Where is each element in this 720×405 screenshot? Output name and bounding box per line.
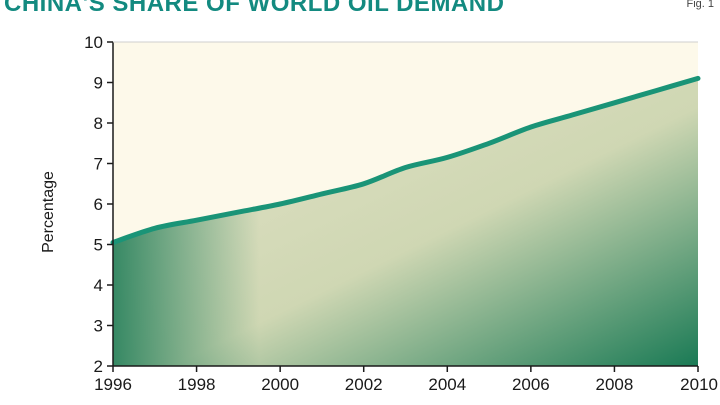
x-tick-label: 1996 <box>94 375 132 394</box>
x-tick-label: 2002 <box>345 375 383 394</box>
figure-label: Fig. 1 <box>686 0 714 10</box>
y-tick-label: 2 <box>94 357 103 376</box>
y-tick-label: 7 <box>94 155 103 174</box>
y-tick-label: 8 <box>94 114 103 133</box>
tick-labels: 2 3 4 5 6 7 8 9 10 1996 1998 2000 2002 2004 2006 2008 20… <box>84 33 718 394</box>
x-tick-label: 2006 <box>512 375 550 394</box>
y-axis-label: Percentage <box>40 171 57 253</box>
x-tick-label: 2010 <box>680 375 718 394</box>
x-tick-label: 2008 <box>596 375 634 394</box>
y-tick-label: 6 <box>94 195 103 214</box>
y-tick-label: 9 <box>94 74 103 93</box>
series-line <box>110 75 701 245</box>
chart-title: CHINA'S SHARE OF WORLD OIL DEMAND <box>4 0 505 17</box>
y-tick-label: 3 <box>94 317 103 336</box>
x-tick-label: 2004 <box>428 375 466 394</box>
area-left-shading <box>113 78 698 367</box>
x-tick-label: 1998 <box>178 375 216 394</box>
axes <box>107 41 699 372</box>
y-tick-label: 10 <box>84 33 103 52</box>
y-tick-label: 4 <box>94 276 103 295</box>
x-tick-label: 2000 <box>261 375 299 394</box>
y-tick-label: 5 <box>94 236 103 255</box>
